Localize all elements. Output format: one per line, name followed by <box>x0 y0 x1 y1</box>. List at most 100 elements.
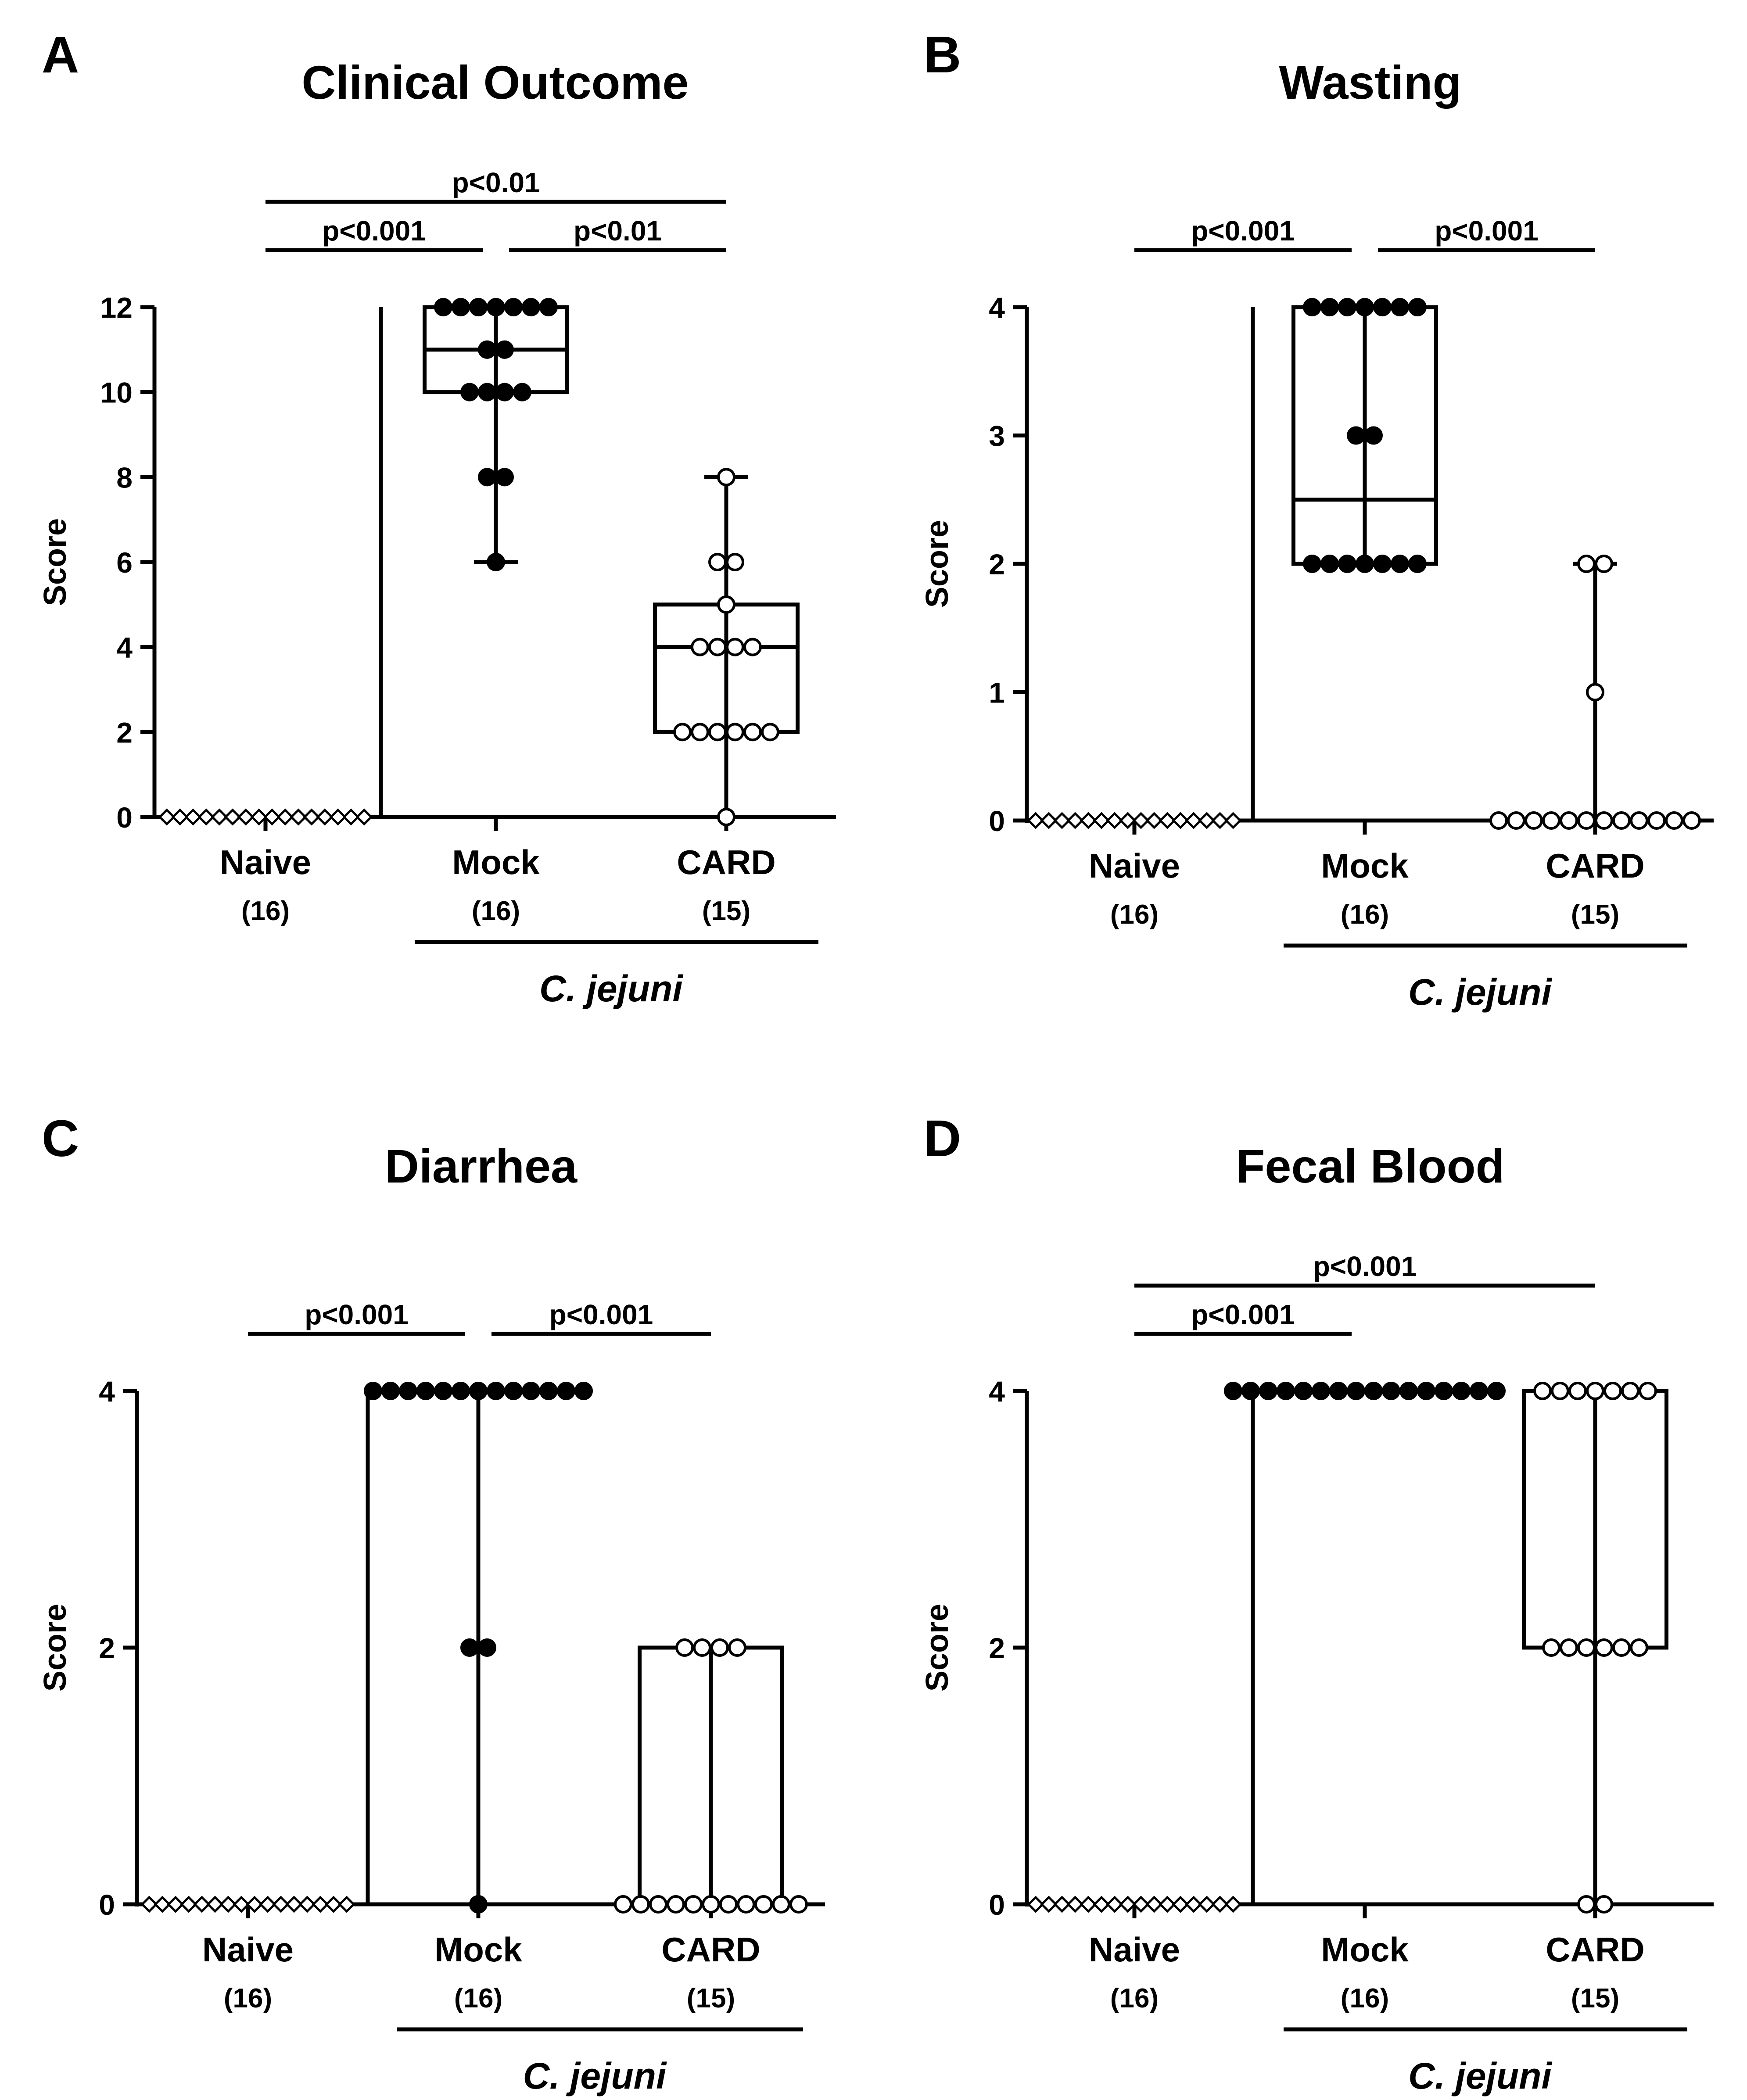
data-point <box>1053 812 1071 829</box>
y-tick-label: 1 <box>989 677 1005 709</box>
data-point <box>1533 1382 1552 1400</box>
chart-title: Fecal Blood <box>1236 1140 1504 1193</box>
panel-b: B Wasting 0 1 2 3 4 Score Naive (16) Mock (16) CARD (… <box>920 26 1714 1013</box>
data-point <box>1682 811 1701 830</box>
data-point <box>726 723 744 742</box>
x-category-n: (15) <box>1571 1983 1619 2014</box>
data-point <box>693 1638 711 1657</box>
data-point <box>478 340 496 359</box>
data-point <box>1185 812 1202 829</box>
x-category-label: Naive <box>1089 1930 1180 1969</box>
data-point <box>1066 812 1084 829</box>
x-category-n: (16) <box>472 896 520 926</box>
data-point <box>1560 1638 1578 1657</box>
panel-letter: C <box>42 1110 79 1168</box>
y-tick-label: 0 <box>116 801 133 834</box>
data-point <box>717 468 735 487</box>
y-tick-label: 2 <box>116 716 133 749</box>
data-point <box>1347 1382 1365 1400</box>
data-point <box>1639 1382 1657 1400</box>
y-axis-title: Score <box>38 1604 73 1691</box>
data-point <box>726 553 744 571</box>
data-point <box>1399 1382 1418 1400</box>
data-point <box>259 1896 276 1913</box>
data-point <box>1621 1382 1639 1400</box>
data-point <box>717 808 735 826</box>
data-point <box>631 1895 650 1914</box>
data-point <box>614 1895 632 1914</box>
data-point <box>460 1638 479 1657</box>
data-point <box>478 1638 496 1657</box>
data-point <box>1364 426 1383 445</box>
data-point <box>1356 555 1374 573</box>
y-tick-label: 8 <box>116 461 133 494</box>
data-point <box>355 808 373 826</box>
data-point <box>1470 1382 1488 1400</box>
data-point <box>246 1896 263 1913</box>
data-point <box>1577 1895 1596 1914</box>
data-point <box>1027 812 1044 829</box>
panel-letter: A <box>42 26 79 84</box>
y-axis-title: Score <box>38 518 73 606</box>
data-point <box>1338 298 1356 316</box>
data-point <box>1132 812 1150 829</box>
data-point <box>1507 811 1525 830</box>
panel-d: D Fecal Blood 0 2 4 Score Naive (16) Mock (16) CAR… <box>920 1110 1714 2096</box>
data-point <box>1577 555 1596 573</box>
data-point <box>1145 812 1163 829</box>
data-point <box>416 1382 435 1400</box>
y-tick-label: 2 <box>989 548 1005 581</box>
data-point <box>460 383 479 401</box>
data-point <box>1066 1896 1084 1913</box>
data-point <box>154 1896 171 1913</box>
data-point <box>1259 1382 1277 1400</box>
x-category-label: CARD <box>1546 1930 1644 1969</box>
data-point <box>1159 812 1176 829</box>
data-point <box>487 1382 505 1400</box>
data-point <box>1604 1382 1622 1400</box>
data-point <box>1630 1638 1648 1657</box>
y-tick-label: 3 <box>989 420 1005 452</box>
data-point <box>691 638 709 656</box>
data-point <box>434 298 452 316</box>
data-point <box>193 1896 211 1913</box>
data-point <box>487 298 505 316</box>
data-point <box>1277 1382 1295 1400</box>
data-point <box>1577 811 1596 830</box>
x-category-n: (15) <box>687 1983 735 2014</box>
data-point <box>708 638 727 656</box>
data-point <box>504 1382 523 1400</box>
data-point <box>726 638 744 656</box>
data-point <box>1211 812 1229 829</box>
group-label: C. jejuni <box>1408 971 1552 1013</box>
data-point <box>250 808 268 826</box>
data-point <box>381 1382 400 1400</box>
data-point <box>728 1638 746 1657</box>
data-point <box>708 553 727 571</box>
data-point <box>1320 298 1339 316</box>
y-tick-label: 2 <box>99 1632 115 1664</box>
chart-title: Diarrhea <box>385 1140 578 1193</box>
data-point <box>171 808 189 826</box>
data-point <box>263 808 281 826</box>
y-tick-label: 4 <box>99 1375 115 1408</box>
x-category-n: (15) <box>702 896 750 926</box>
y-axis-title: Score <box>920 520 955 608</box>
data-point <box>1338 555 1356 573</box>
data-point <box>184 808 202 826</box>
x-category-n: (16) <box>454 1983 502 2014</box>
data-point <box>290 808 307 826</box>
data-point <box>789 1895 808 1914</box>
data-point <box>469 1382 488 1400</box>
data-point <box>180 1896 197 1913</box>
data-point <box>399 1382 417 1400</box>
data-point <box>1373 555 1392 573</box>
x-category-label: Naive <box>220 843 311 882</box>
x-category-label: Mock <box>452 843 540 882</box>
data-point <box>364 1382 382 1400</box>
panel-letter: D <box>924 1110 961 1168</box>
data-point <box>140 1896 158 1913</box>
data-point <box>1391 298 1409 316</box>
data-point <box>1294 1382 1313 1400</box>
